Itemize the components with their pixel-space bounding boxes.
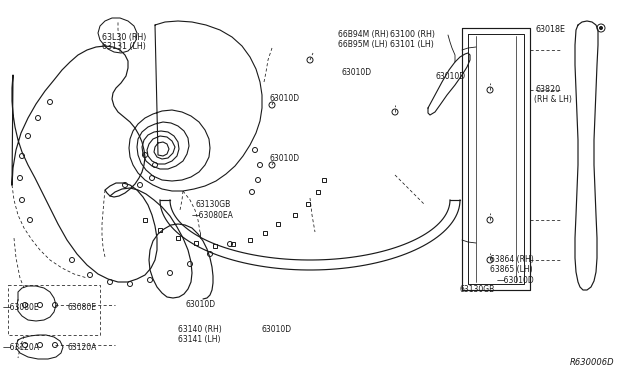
Text: 63864 (RH): 63864 (RH) [490,255,534,264]
Text: 63140 (RH): 63140 (RH) [178,325,221,334]
Text: 63010D: 63010D [270,154,300,163]
Text: 63141 (LH): 63141 (LH) [178,335,221,344]
Text: 63101 (LH): 63101 (LH) [390,40,434,49]
Bar [213,244,217,248]
Text: 63018E: 63018E [535,25,565,34]
Text: (RH & LH): (RH & LH) [534,95,572,104]
Bar [293,213,297,217]
Text: 63130GB: 63130GB [460,285,495,294]
Bar [248,238,252,242]
Text: 63820: 63820 [536,85,561,94]
Bar [158,228,162,232]
Circle shape [600,26,602,29]
Bar [316,190,320,194]
Text: 63L30 (RH): 63L30 (RH) [102,33,147,42]
Text: 66B95M (LH): 66B95M (LH) [338,40,388,49]
Bar [306,202,310,206]
Text: 63120A: 63120A [68,343,97,353]
Bar [143,218,147,222]
Bar [263,231,267,235]
Text: —63080EA: —63080EA [192,211,234,220]
Text: —63120A: —63120A [3,343,40,353]
Text: 63080E: 63080E [68,304,97,312]
Bar [176,236,180,240]
Text: 66B94M (RH): 66B94M (RH) [338,30,388,39]
Text: R630006D: R630006D [570,358,614,367]
Text: 63010D: 63010D [270,94,300,103]
Bar [322,178,326,182]
Text: 63865 (LH): 63865 (LH) [490,265,532,274]
Text: —63080E: —63080E [3,304,40,312]
Text: 63010D: 63010D [185,300,215,309]
Text: 63130GB: 63130GB [195,200,230,209]
Text: 63010D: 63010D [342,68,372,77]
Text: 63100 (RH): 63100 (RH) [390,30,435,39]
Bar [276,222,280,226]
Text: 63010D: 63010D [435,72,465,81]
Bar [231,242,235,246]
Text: 63010D: 63010D [262,325,292,334]
Text: 63131 (LH): 63131 (LH) [102,42,146,51]
Bar [194,241,198,245]
Text: —63010D: —63010D [497,276,535,285]
